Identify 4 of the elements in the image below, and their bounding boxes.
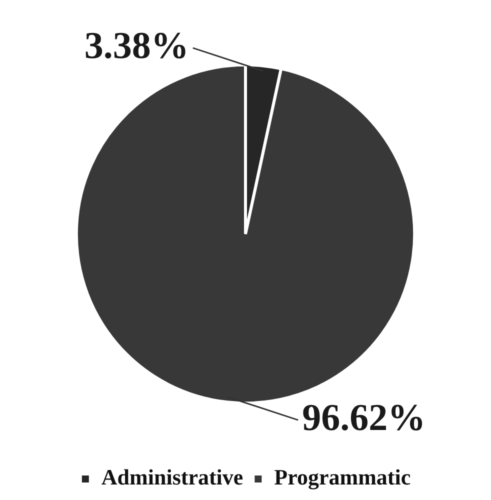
legend-label: Administrative [101, 464, 244, 490]
data-label: 96.62% [302, 396, 426, 439]
data-label: 3.38% [84, 24, 189, 67]
legend-label: Programmatic [274, 464, 411, 490]
